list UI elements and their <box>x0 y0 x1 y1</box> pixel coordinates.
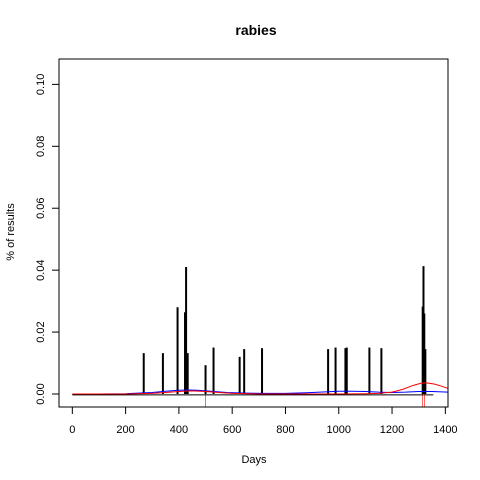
y-tick-label: 0.04 <box>35 259 47 280</box>
x-axis-label: Days <box>241 454 267 466</box>
y-tick-label: 0.08 <box>35 136 47 157</box>
x-tick-label: 600 <box>223 424 241 436</box>
plot-frame <box>58 58 449 408</box>
y-tick-label: 0.02 <box>35 321 47 342</box>
y-axis: 0.00 0.02 0.04 0.06 0.08 0.10 <box>35 74 60 405</box>
y-axis-label: % of results <box>5 203 17 261</box>
x-tick-label: 1200 <box>380 424 404 436</box>
series-line <box>72 389 449 395</box>
chart-title: rabies <box>235 22 276 38</box>
y-tick-label: 0.06 <box>35 198 47 219</box>
series-line <box>72 382 449 395</box>
x-axis: 0 200 400 600 800 1000 1200 1400 <box>69 406 458 436</box>
x-tick-label: 200 <box>116 424 134 436</box>
x-tick-label: 1000 <box>327 424 351 436</box>
x-tick-label: 400 <box>170 424 188 436</box>
x-tick-label: 1400 <box>433 424 457 436</box>
y-tick-label: 0.00 <box>35 383 47 404</box>
y-tick-label: 0.10 <box>35 74 47 95</box>
x-tick-label: 0 <box>69 424 75 436</box>
x-tick-label: 800 <box>276 424 294 436</box>
plot-area <box>72 266 449 407</box>
